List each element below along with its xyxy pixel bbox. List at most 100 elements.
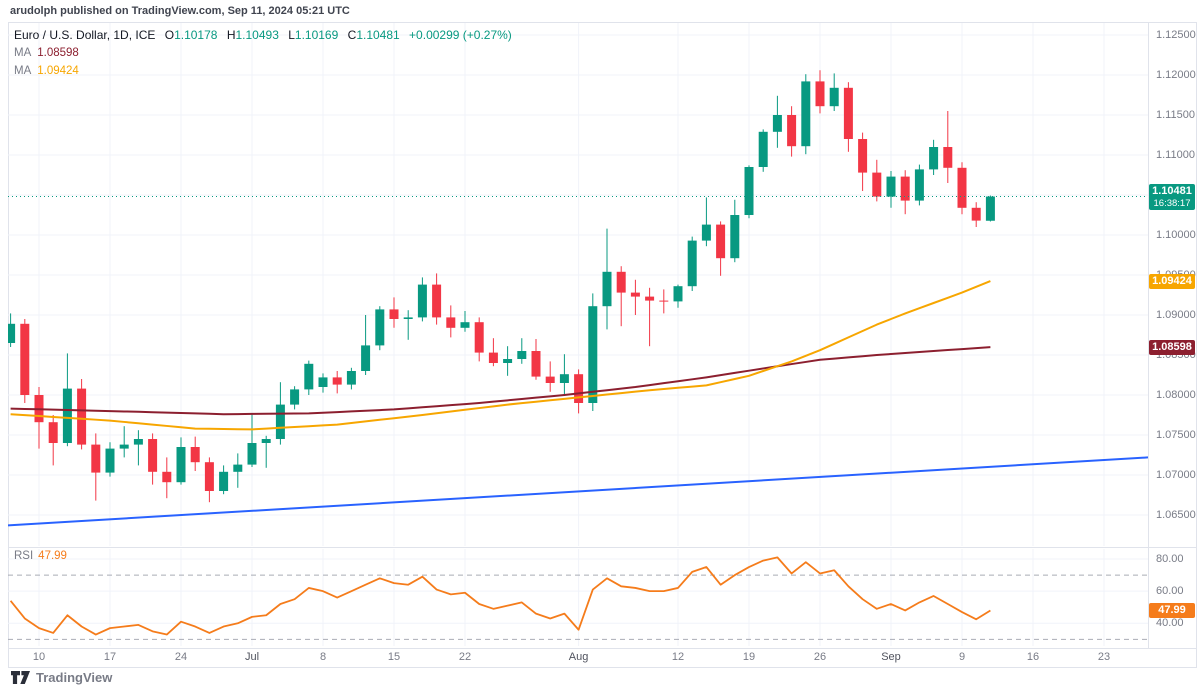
chart-border-left <box>8 22 9 668</box>
price-tick-label: 1.11000 <box>1156 149 1195 161</box>
tradingview-logo-icon <box>10 670 31 685</box>
ma-slow-line[interactable] <box>10 346 991 416</box>
tradingview-logo[interactable]: TradingView <box>10 670 112 685</box>
high-value: 1.10493 <box>235 28 279 42</box>
candle-down <box>630 292 640 297</box>
price-axis-divider <box>1148 22 1149 648</box>
change-value: +0.00299 (+0.27%) <box>409 28 512 42</box>
candle-up <box>133 439 143 445</box>
candle-down <box>787 115 797 147</box>
candle-down <box>545 376 555 383</box>
price-tick-label: 1.11500 <box>1156 109 1195 121</box>
time-tick-label: 19 <box>742 651 756 663</box>
rsi-label: RSI <box>14 550 34 562</box>
price-tick-label: 1.08000 <box>1156 389 1196 401</box>
candle-up <box>772 115 782 132</box>
candle-up <box>346 371 356 385</box>
rsi-line[interactable] <box>9 556 991 636</box>
candle-up <box>417 284 427 318</box>
main-pane[interactable] <box>6 23 1148 546</box>
price-tick-label: 1.09000 <box>1156 309 1196 321</box>
candle-up <box>176 447 186 483</box>
candle-up <box>673 286 683 302</box>
candle-up <box>730 215 740 259</box>
candle-down <box>148 439 158 472</box>
candle-up <box>886 176 896 197</box>
candle-up <box>219 471 229 491</box>
ma-fast-value: 1.09424 <box>37 65 79 77</box>
candle-down <box>716 224 726 259</box>
candle-up <box>275 404 285 439</box>
bar-countdown: 16:38:17 <box>1153 197 1191 209</box>
candle-down <box>77 388 87 445</box>
candle-up <box>261 439 271 443</box>
candle-up <box>559 374 569 383</box>
time-tick-label: 8 <box>319 651 327 663</box>
candle-down <box>48 422 58 443</box>
candle-up <box>247 443 257 465</box>
time-axis[interactable]: 10 17 24 Jul 8 15 22 Aug 12 19 26 Sep 9 16 23 <box>0 648 1200 667</box>
candle-up <box>318 377 328 387</box>
candle-up <box>687 240 697 287</box>
candle-down <box>389 309 399 319</box>
candle-down <box>815 81 825 107</box>
chart-border-top <box>8 22 1197 23</box>
candle-down <box>971 207 981 221</box>
time-tick-label: 23 <box>1097 651 1111 663</box>
price-tick-label: 1.10000 <box>1156 229 1196 241</box>
candle-up <box>8 323 16 343</box>
chart-border-right <box>1196 22 1197 668</box>
candle-up <box>744 167 754 215</box>
ma-slow-value: 1.08598 <box>37 47 79 59</box>
candle-up <box>701 224 711 241</box>
ma-slow-badge: 1.08598 <box>1149 339 1195 355</box>
candle-down <box>858 139 868 173</box>
candle-up <box>914 169 924 201</box>
high-key: H <box>226 28 236 42</box>
candle-up <box>588 306 598 403</box>
candle-down <box>91 444 101 473</box>
rsi-tick-label: 40.00 <box>1156 617 1184 630</box>
candle-up <box>801 81 811 147</box>
price-axis[interactable]: 1.125001.120001.115001.110001.100001.095… <box>1148 22 1197 648</box>
candle-down <box>190 447 200 463</box>
publish-attribution: arudolph published on TradingView.com, S… <box>10 5 350 17</box>
price-tick-label: 1.12500 <box>1156 29 1196 41</box>
time-tick-label: 24 <box>174 651 188 663</box>
pane-divider[interactable] <box>8 547 1197 548</box>
ma-slow-row[interactable]: MA 1.08598 <box>14 44 512 61</box>
symbol-title[interactable]: Euro / U.S. Dollar, 1D, ICE <box>14 28 156 42</box>
candle-up <box>403 317 413 319</box>
open-key: O <box>164 28 175 42</box>
trendline[interactable] <box>8 456 1148 527</box>
last-price-badge: 1.10481 16:38:17 <box>1149 183 1195 210</box>
time-tick-label: Jul <box>244 651 260 663</box>
candle-down <box>332 377 342 385</box>
time-tick-label: 16 <box>1026 651 1040 663</box>
open-value: 1.10178 <box>174 28 218 42</box>
rsi-pane[interactable] <box>8 549 1148 646</box>
time-tick-label: Sep <box>881 651 901 663</box>
candle-up <box>290 389 300 405</box>
symbol-row[interactable]: Euro / U.S. Dollar, 1D, ICE O1.10178 H1.… <box>14 27 512 43</box>
candle-up <box>304 363 314 390</box>
time-tick-label: 9 <box>958 651 966 663</box>
time-tick-label: 26 <box>813 651 827 663</box>
candle-up <box>119 444 129 449</box>
time-axis-divider <box>8 648 1197 649</box>
close-value: 1.10481 <box>356 28 400 42</box>
time-tick-label: 17 <box>103 651 117 663</box>
chart-border-bottom <box>8 667 1197 668</box>
candle-down <box>446 317 456 328</box>
ma-fast-row[interactable]: MA 1.09424 <box>14 62 512 79</box>
candle-up <box>929 147 939 170</box>
rsi-value: 47.99 <box>38 550 67 562</box>
ma-fast-line[interactable] <box>10 280 991 431</box>
rsi-legend-row[interactable]: RSI 47.99 <box>14 550 67 562</box>
price-tick-label: 1.07000 <box>1156 469 1196 481</box>
candle-down <box>432 284 442 318</box>
time-tick-label: 22 <box>458 651 472 663</box>
tradingview-logo-text: TradingView <box>36 670 113 685</box>
